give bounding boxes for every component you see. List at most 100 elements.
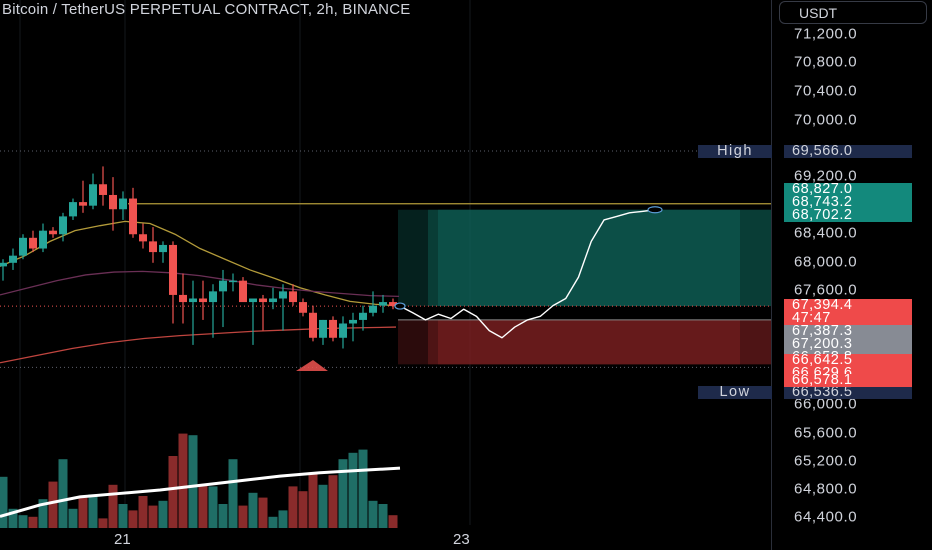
candle-body [309, 312, 317, 338]
candle-body [289, 291, 297, 303]
high-value-tag: 69,566.0 [784, 144, 912, 158]
volume-bar [18, 515, 28, 528]
stop-price-tag: 66,642.5 [784, 353, 912, 367]
volume-bar [348, 452, 358, 528]
target-zone [438, 209, 740, 307]
bar-countdown: 47:47 [784, 311, 912, 325]
time-tick: 21 [114, 531, 131, 548]
currency-selector[interactable]: USDT [779, 1, 927, 24]
candle-body [0, 262, 7, 267]
price-tick: 65,600.0 [794, 424, 858, 442]
volume-bar [28, 516, 38, 528]
volume-bar [38, 499, 48, 528]
candle-body [29, 237, 37, 249]
moving-averages [0, 220, 401, 364]
candle-body [269, 298, 277, 303]
volume-bar [58, 459, 68, 528]
candle-body [209, 291, 217, 303]
volume-bar [358, 449, 368, 528]
candle-body [19, 237, 27, 256]
low-marker-triangle-icon [296, 360, 328, 371]
price-tick: 70,800.0 [794, 53, 858, 71]
price-axis-divider [771, 0, 772, 550]
candle-body [49, 230, 57, 235]
volume-bar [268, 516, 278, 528]
projection-line [399, 209, 656, 339]
candle-body [169, 244, 177, 295]
candle-body [59, 216, 67, 235]
target-price-tag: 68,702.2 [784, 208, 912, 222]
candle-body [69, 202, 77, 217]
candle-body [149, 241, 157, 253]
candle-body [379, 302, 387, 306]
price-tick: 69,200.0 [794, 167, 858, 185]
candle-body [109, 194, 117, 210]
position-zones[interactable] [398, 209, 771, 365]
candle-body [199, 298, 207, 303]
projection-path[interactable] [394, 206, 663, 339]
candle-body [99, 184, 107, 195]
price-tick: 70,400.0 [794, 82, 858, 100]
volume-bar [158, 500, 168, 528]
candle-body [79, 202, 87, 206]
last-price-tag: 67,394.4 [784, 298, 912, 312]
volume-bar [248, 492, 258, 528]
low-value-tag: 66,536.5 [784, 385, 912, 399]
volume-bar [138, 496, 148, 528]
volume-bar [48, 481, 58, 528]
target-price-tag: 68,743.2 [784, 195, 912, 209]
volume-bar [388, 515, 398, 528]
volume-bar [0, 476, 8, 528]
volume-bar [178, 433, 188, 528]
volume-bar [208, 486, 218, 528]
candle-body [349, 319, 357, 324]
volume-bar [228, 459, 238, 528]
volume-bar [218, 504, 228, 528]
candle-body [139, 234, 147, 242]
price-tick: 64,800.0 [794, 480, 858, 498]
volume-bar [318, 484, 328, 528]
candlesticks [0, 166, 397, 349]
candle-body [39, 230, 47, 249]
volume-bar [128, 510, 138, 528]
entry-price-tag: 67,387.3 [784, 324, 912, 338]
candle-body [359, 312, 367, 320]
price-tick: 70,000.0 [794, 111, 858, 129]
price-tick: 71,200.0 [794, 25, 858, 43]
price-tick: 67,600.0 [794, 281, 858, 299]
candle-body [279, 291, 287, 299]
candle-body [189, 298, 197, 303]
chart-title: Bitcoin / TetherUS PERPETUAL CONTRACT, 2… [2, 1, 411, 18]
volume-bar [78, 497, 88, 528]
candle-body [179, 294, 187, 303]
volume-bar [328, 475, 338, 528]
candle-body [389, 302, 397, 307]
volume-bar [68, 508, 78, 528]
volume-bar [108, 484, 118, 528]
stop-price-tag: 66,578.1 [784, 373, 912, 387]
candle-body [299, 302, 307, 313]
volume-bar [88, 494, 98, 528]
ma-price-tag: 68,827.0 [784, 182, 912, 196]
volume-bar [378, 504, 388, 528]
candle-body [229, 280, 237, 283]
candle-body [329, 319, 337, 338]
volume-bar [278, 510, 288, 528]
candle-body [249, 298, 257, 303]
volume-bar [288, 486, 298, 528]
reference-lines [0, 150, 771, 368]
candle-body [89, 184, 97, 206]
volume-bar [118, 504, 128, 528]
stop-zone [438, 319, 740, 365]
volume-bar [258, 497, 268, 528]
price-tick: 66,000.0 [794, 395, 858, 413]
volume-bar [168, 456, 178, 528]
entry-price-tag: 67,200.3 [784, 337, 912, 351]
candle-body [319, 319, 327, 338]
time-tick: 23 [453, 531, 470, 548]
volume-bar [188, 435, 198, 528]
volume-bar [98, 518, 108, 528]
volume-bar [8, 508, 18, 528]
price-tick: 65,200.0 [794, 452, 858, 470]
